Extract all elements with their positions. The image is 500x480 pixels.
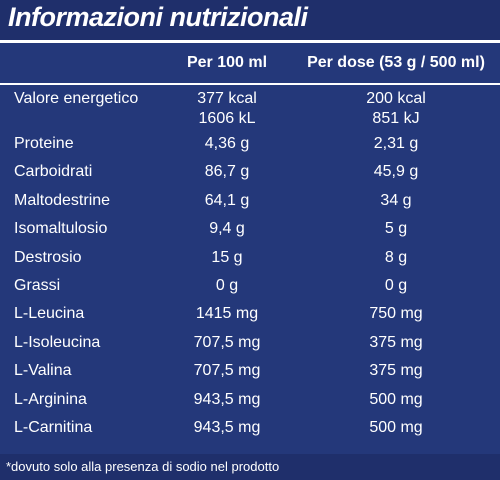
- value-per-dose: 500 mg: [369, 418, 423, 436]
- column-header-per100: Per 100 ml: [186, 54, 268, 71]
- energy-dose-kcal: 200 kcal: [366, 90, 426, 107]
- value-per-dose: 45,9 g: [373, 163, 419, 181]
- row-label: L-Carnitina: [14, 418, 93, 436]
- table-row-energy: Valore energetico 377 kcal 1606 kL 200 k…: [0, 87, 500, 132]
- title-bar: Informazioni nutrizionali: [0, 0, 500, 40]
- row-label: L-Isoleucina: [14, 333, 101, 351]
- table-row: L-Leucina 1415 mg 750 mg: [0, 302, 500, 330]
- header-divider: [0, 83, 500, 85]
- energy-per100-kcal: 377 kcal: [197, 90, 257, 107]
- value-per-dose: 34 g: [380, 191, 412, 209]
- energy-per-dose: 200 kcal 851 kJ: [296, 90, 496, 128]
- value-per-dose: 375 mg: [369, 333, 423, 351]
- table-row: Destrosio 15 g 8 g: [0, 246, 500, 274]
- table-body: Valore energetico 377 kcal 1606 kL 200 k…: [0, 87, 500, 444]
- value-per100: 9,4 g: [209, 220, 245, 238]
- row-label: Destrosio: [14, 248, 82, 266]
- table-row: L-Valina 707,5 mg 375 mg: [0, 359, 500, 387]
- nutrition-table: Per 100 ml Per dose (53 g / 500 ml) Valo…: [0, 43, 500, 454]
- value-per-dose: 8 g: [384, 248, 408, 266]
- value-per100: 1415 mg: [195, 305, 259, 323]
- column-header-per-dose: Per dose (53 g / 500 ml): [307, 54, 485, 71]
- value-per100: 86,7 g: [204, 163, 250, 181]
- energy-per100-kj: 1606 kL: [198, 110, 256, 127]
- page-title: Informazioni nutrizionali: [8, 2, 308, 32]
- value-per100: 943,5 mg: [193, 390, 261, 408]
- value-per-dose: 0 g: [384, 276, 408, 294]
- table-row: Maltodestrine 64,1 g 34 g: [0, 189, 500, 217]
- table-row: Isomaltulosio 9,4 g 5 g: [0, 217, 500, 245]
- value-per100: 0 g: [215, 276, 239, 294]
- footnote: *dovuto solo alla presenza di sodio nel …: [6, 459, 280, 474]
- table-row: L-Carnitina 943,5 mg 500 mg: [0, 416, 500, 444]
- value-per-dose: 500 mg: [369, 390, 423, 408]
- value-per100: 15 g: [211, 248, 243, 266]
- value-per100: 943,5 mg: [193, 418, 261, 436]
- row-label: L-Arginina: [14, 390, 87, 408]
- row-label: Maltodestrine: [14, 191, 111, 209]
- title-divider: [0, 40, 500, 43]
- row-label: Isomaltulosio: [14, 220, 108, 238]
- row-label: Carboidrati: [14, 163, 93, 181]
- value-per-dose: 750 mg: [369, 305, 423, 323]
- row-label: L-Leucina: [14, 305, 85, 323]
- value-per-dose: 375 mg: [369, 362, 423, 380]
- value-per100: 707,5 mg: [193, 362, 261, 380]
- nutrient-rows: Proteine 4,36 g 2,31 g Carboidrati 86,7 g 45,…: [0, 132, 500, 444]
- row-label: Proteine: [14, 135, 74, 152]
- table-row: L-Arginina 943,5 mg 500 mg: [0, 388, 500, 416]
- value-per-dose: 2,31 g: [373, 135, 419, 152]
- table-row: L-Isoleucina 707,5 mg 375 mg: [0, 331, 500, 359]
- table-row: Carboidrati 86,7 g 45,9 g: [0, 160, 500, 188]
- value-per100: 64,1 g: [204, 191, 250, 209]
- table-row: Proteine 4,36 g 2,31 g: [0, 132, 500, 160]
- table-row: Grassi 0 g 0 g: [0, 274, 500, 302]
- row-label: Valore energetico: [14, 90, 139, 107]
- energy-per100: 377 kcal 1606 kL: [166, 90, 288, 128]
- value-per-dose: 5 g: [384, 220, 408, 238]
- value-per100: 4,36 g: [204, 135, 250, 152]
- row-label: L-Valina: [14, 362, 72, 380]
- value-per100: 707,5 mg: [193, 333, 261, 351]
- energy-dose-kj: 851 kJ: [372, 110, 420, 127]
- row-label: Grassi: [14, 276, 61, 294]
